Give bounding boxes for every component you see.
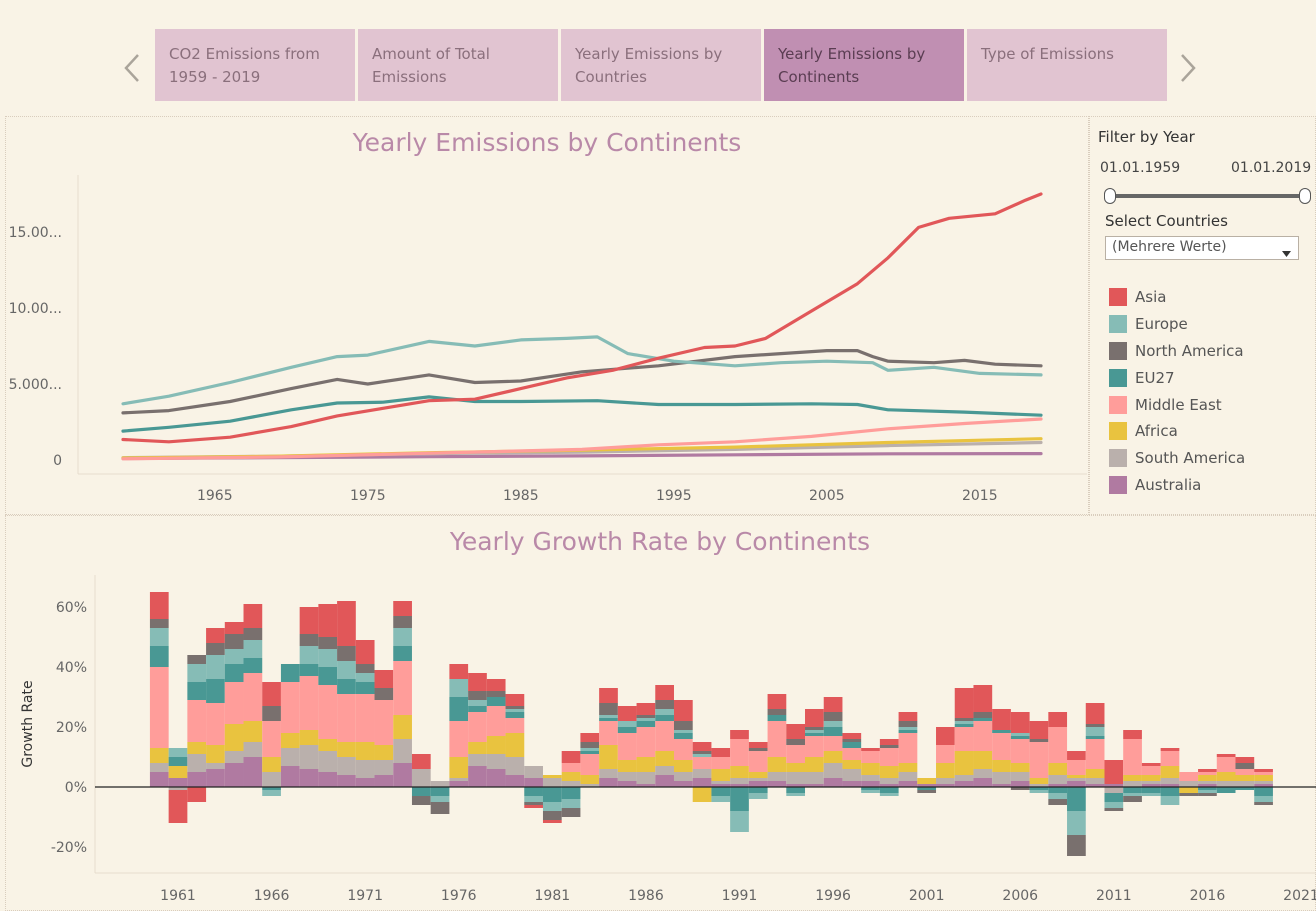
legend-item-eu27[interactable]: EU27 <box>1109 364 1245 391</box>
legend-item-africa[interactable]: Africa <box>1109 418 1245 445</box>
x-tick-label: 1965 <box>197 488 233 504</box>
year-start-label: 01.01.1959 <box>1100 160 1181 176</box>
slider-track <box>1108 194 1307 198</box>
legend: Asia Europe North America EU27 Middle Ea… <box>1109 284 1245 498</box>
legend-swatch <box>1109 341 1127 360</box>
line-chart-panel <box>5 116 1089 515</box>
legend-label: South America <box>1135 449 1246 468</box>
series-line-europe <box>121 335 1043 406</box>
tab-emissions-by-continents[interactable]: Yearly Emissions by Continents <box>764 29 964 101</box>
legend-item-south-america[interactable]: South America <box>1109 445 1245 472</box>
x-tick-label: 1975 <box>350 488 386 504</box>
y-tick-label: 15.00... <box>9 225 62 241</box>
tab-total-emissions[interactable]: Amount of Total Emissions <box>358 29 558 101</box>
year-end-label: 01.01.2019 <box>1231 160 1312 176</box>
caret-down-icon <box>1282 245 1291 261</box>
year-range-slider[interactable] <box>1104 187 1311 205</box>
y-tick-label: 0 <box>53 453 62 469</box>
legend-swatch <box>1109 422 1127 441</box>
y-tick-label: 5.000... <box>9 377 62 393</box>
legend-item-north-america[interactable]: North America <box>1109 338 1245 365</box>
slider-start-handle[interactable] <box>1104 188 1116 204</box>
tab-emissions-by-countries[interactable]: Yearly Emissions by Countries <box>561 29 761 101</box>
tab-co2-emissions[interactable]: CO2 Emissions from 1959 - 2019 <box>155 29 355 101</box>
tab-type-of-emissions[interactable]: Type of Emissions <box>967 29 1167 101</box>
legend-label: Australia <box>1135 475 1202 494</box>
x-tick-label: 2005 <box>809 488 845 504</box>
legend-swatch <box>1109 449 1127 468</box>
legend-label: Europe <box>1135 315 1188 334</box>
countries-select[interactable]: (Mehrere Werte) <box>1105 236 1299 260</box>
legend-item-europe[interactable]: Europe <box>1109 311 1245 338</box>
legend-swatch <box>1109 395 1127 414</box>
line-chart-title: Yearly Emissions by Continents <box>352 128 742 157</box>
legend-label: Africa <box>1135 422 1178 441</box>
x-tick-label: 1995 <box>656 488 692 504</box>
chevron-right-icon <box>1178 52 1198 84</box>
legend-item-middle-east[interactable]: Middle East <box>1109 391 1245 418</box>
legend-label: Middle East <box>1135 395 1222 414</box>
legend-swatch <box>1109 368 1127 387</box>
legend-item-asia[interactable]: Asia <box>1109 284 1245 311</box>
series-line-middle-east <box>121 417 1043 461</box>
series-line-eu27 <box>121 395 1043 433</box>
select-countries-label: Select Countries <box>1105 212 1228 230</box>
legend-label: EU27 <box>1135 368 1175 387</box>
slider-end-handle[interactable] <box>1299 188 1311 204</box>
y-tick-label: 10.00... <box>9 301 62 317</box>
bar-chart-panel <box>5 515 1316 911</box>
chevron-left-icon <box>122 52 142 84</box>
legend-swatch <box>1109 315 1127 334</box>
dashboard-tabs: CO2 Emissions from 1959 - 2019 Amount of… <box>155 29 1167 101</box>
series-line-asia <box>121 192 1043 444</box>
line-chart: 0 5.000... 10.00... 15.00... 1965 1975 1985 199… <box>9 175 1087 504</box>
prev-dashboard-button[interactable] <box>120 50 144 86</box>
legend-swatch <box>1109 288 1127 307</box>
x-tick-label: 1985 <box>503 488 539 504</box>
series-line-north-america <box>121 349 1043 415</box>
x-tick-label: 2015 <box>962 488 998 504</box>
filter-year-label: Filter by Year <box>1098 128 1195 146</box>
legend-item-australia[interactable]: Australia <box>1109 472 1245 499</box>
legend-label: North America <box>1135 341 1244 360</box>
bar-chart-title: Yearly Growth Rate by Continents <box>449 527 871 556</box>
countries-select-value: (Mehrere Werte) <box>1112 239 1227 255</box>
legend-swatch <box>1109 475 1127 494</box>
next-dashboard-button[interactable] <box>1176 50 1200 86</box>
legend-label: Asia <box>1135 288 1167 307</box>
